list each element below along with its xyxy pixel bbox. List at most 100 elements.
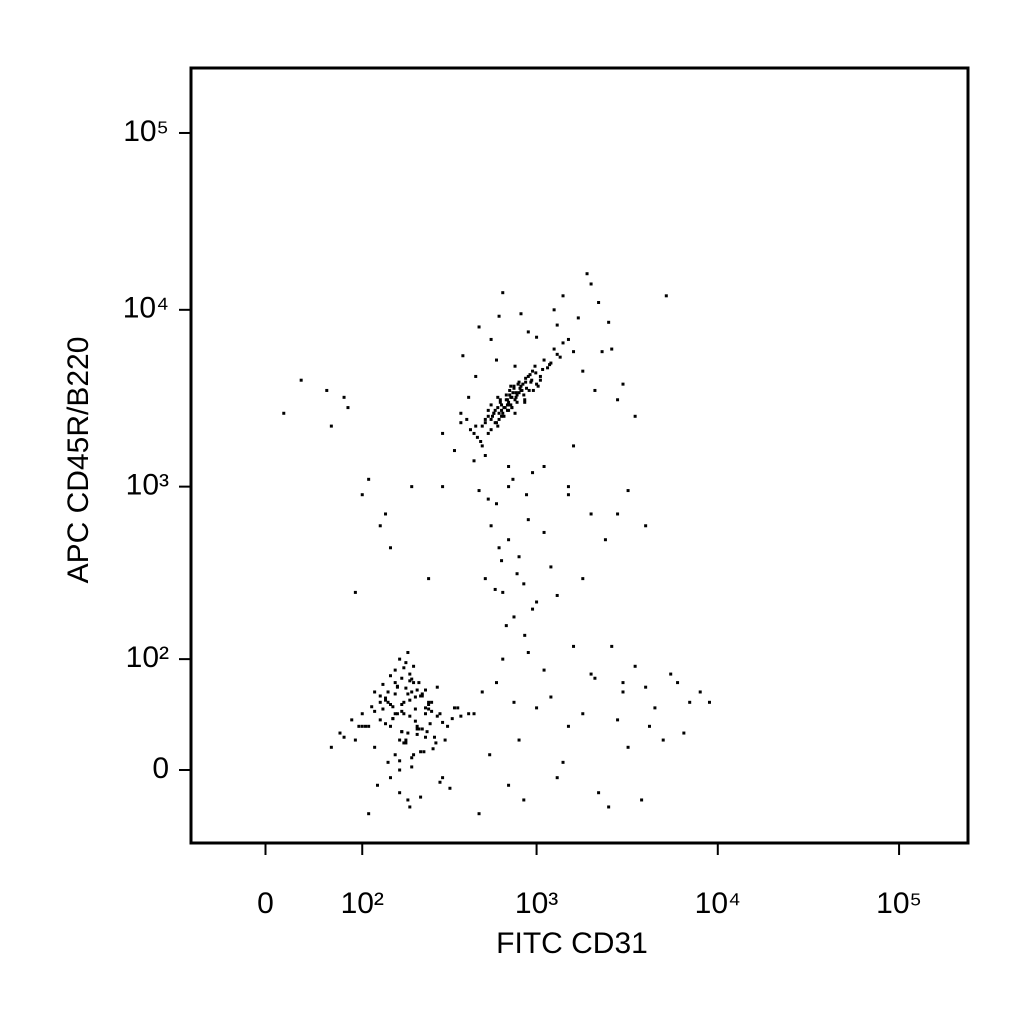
point — [467, 395, 471, 399]
point — [644, 685, 648, 689]
point — [398, 657, 402, 661]
point — [707, 700, 711, 704]
point — [406, 692, 410, 696]
point — [513, 411, 517, 415]
point — [404, 741, 408, 745]
point — [404, 738, 408, 742]
point — [282, 411, 286, 415]
point — [408, 714, 412, 718]
point — [533, 364, 537, 368]
point — [480, 690, 484, 694]
point — [441, 776, 445, 780]
point — [520, 388, 524, 392]
point — [393, 681, 397, 685]
point — [607, 805, 611, 809]
point — [435, 714, 439, 718]
point — [497, 314, 501, 318]
point — [489, 428, 493, 432]
point — [661, 738, 665, 742]
point — [555, 593, 559, 597]
point — [384, 698, 388, 702]
point — [621, 382, 625, 386]
point — [384, 512, 388, 516]
point — [549, 361, 553, 365]
point — [509, 384, 513, 388]
point — [423, 688, 427, 692]
point — [566, 724, 570, 728]
point — [406, 651, 410, 655]
point — [408, 805, 412, 809]
point — [536, 384, 540, 388]
point — [486, 414, 490, 418]
point — [420, 694, 424, 698]
point — [373, 745, 377, 749]
point — [517, 391, 521, 395]
point — [384, 696, 388, 700]
point — [523, 400, 527, 404]
point — [393, 668, 397, 672]
point — [497, 417, 501, 421]
point — [398, 759, 402, 763]
point — [603, 538, 607, 542]
point — [415, 727, 419, 731]
point — [410, 485, 414, 489]
point — [381, 707, 385, 711]
point — [468, 428, 472, 432]
point — [561, 760, 565, 764]
point — [509, 403, 513, 407]
point — [432, 735, 436, 739]
point — [395, 712, 399, 716]
point — [472, 712, 476, 716]
point — [357, 724, 361, 728]
point — [425, 730, 429, 734]
point — [517, 738, 521, 742]
point — [467, 712, 471, 716]
point — [400, 676, 404, 680]
point — [386, 700, 390, 704]
point — [607, 320, 611, 324]
point — [408, 672, 412, 676]
point — [452, 706, 456, 710]
point — [415, 724, 419, 728]
y-tick-label: 10⁴ — [123, 292, 169, 325]
point — [492, 411, 496, 415]
point — [581, 577, 585, 581]
point — [404, 686, 408, 690]
point — [494, 681, 498, 685]
point — [501, 411, 505, 415]
point — [501, 590, 505, 594]
point — [523, 633, 527, 637]
point — [510, 406, 514, 410]
point — [561, 341, 565, 345]
point — [496, 395, 500, 399]
point — [517, 380, 521, 384]
point — [600, 350, 604, 354]
point — [391, 717, 395, 721]
point — [653, 706, 657, 710]
point — [527, 388, 531, 392]
point — [542, 530, 546, 534]
point — [419, 795, 423, 799]
point — [494, 358, 498, 362]
point — [489, 524, 493, 528]
point — [360, 493, 364, 497]
point — [477, 325, 481, 329]
point — [404, 661, 408, 665]
point — [676, 681, 680, 685]
point — [566, 485, 570, 489]
point — [393, 712, 397, 716]
point — [518, 386, 522, 390]
y-axis-title: APC CD45R/B220 — [62, 337, 95, 584]
point — [534, 371, 538, 375]
point — [441, 485, 445, 489]
x-tick-label: 10⁵ — [876, 887, 922, 920]
point — [483, 454, 487, 458]
point — [633, 414, 637, 418]
point — [350, 718, 354, 722]
point — [507, 538, 511, 542]
point — [406, 798, 410, 802]
point — [459, 411, 463, 415]
point — [597, 791, 601, 795]
point — [507, 485, 511, 489]
point — [500, 414, 504, 418]
